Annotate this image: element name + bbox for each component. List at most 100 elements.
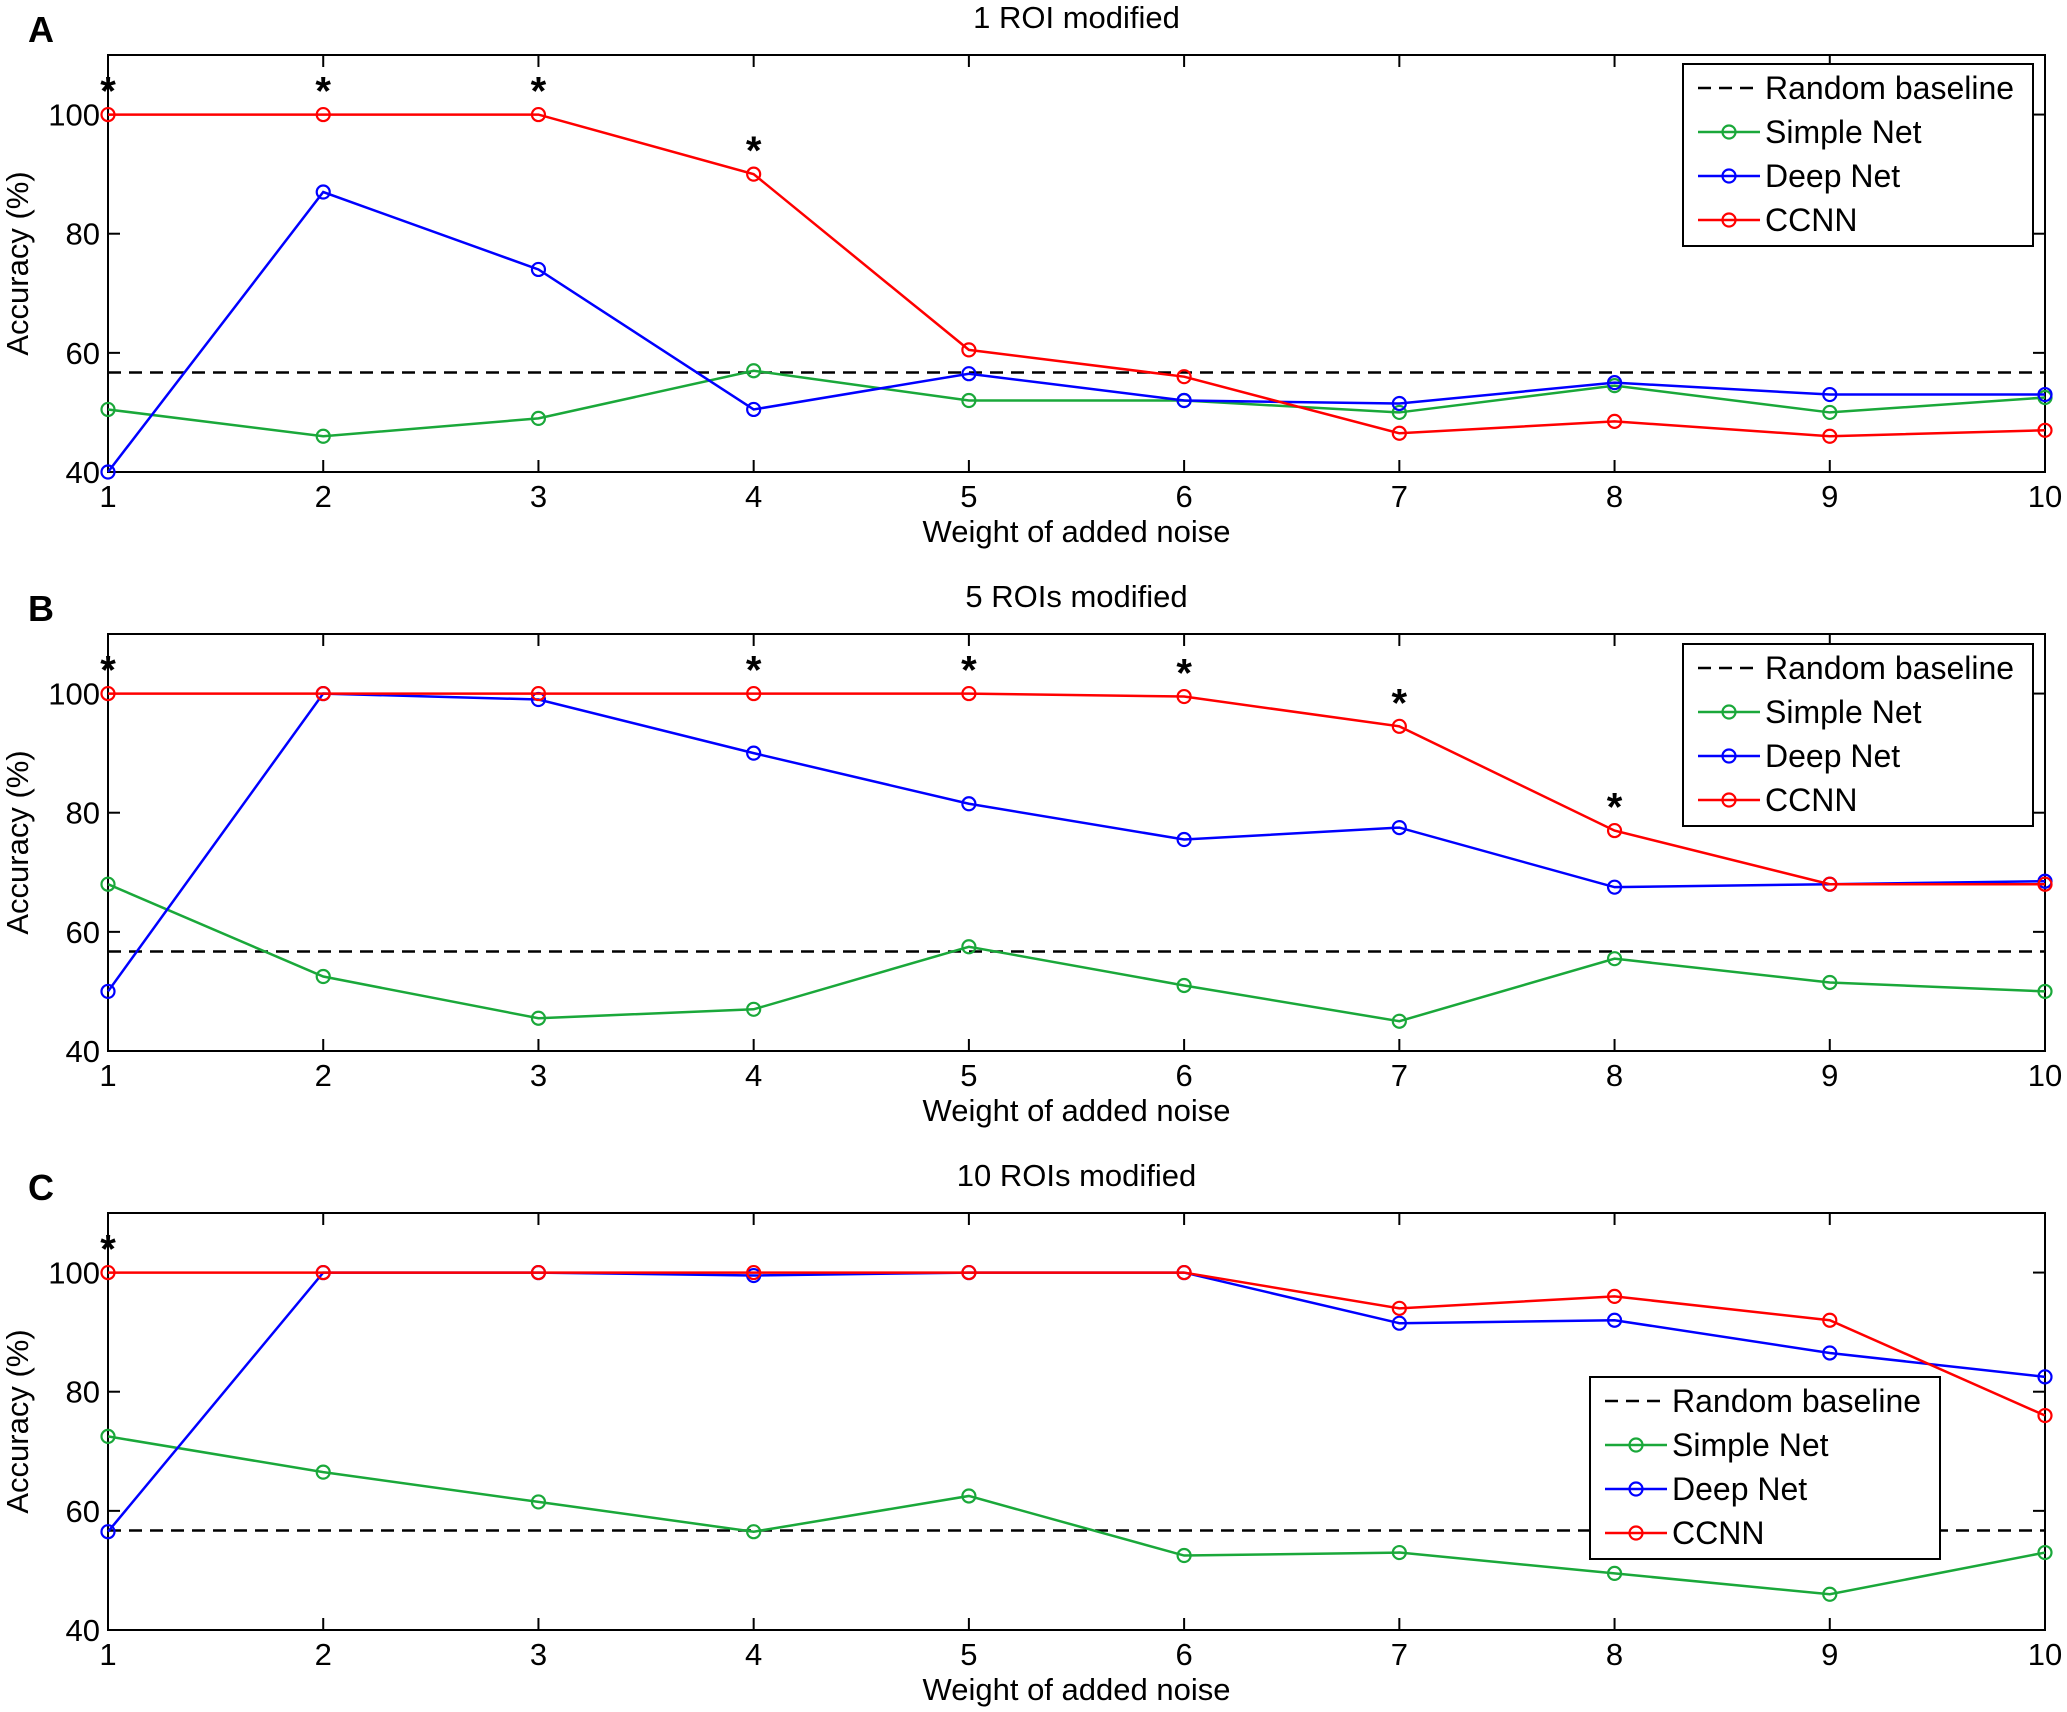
x-tick-label: 3 (530, 1058, 547, 1093)
deep-net-point (746, 401, 762, 418)
significance-star: * (746, 649, 762, 693)
deep-net-point (2037, 386, 2053, 403)
x-tick-label: 1 (99, 1637, 116, 1672)
simple-net-point (961, 939, 977, 955)
chart-title: 10 ROIs modified (957, 1158, 1197, 1193)
legend-marker-ccnn (1721, 792, 1737, 808)
deep-net-point (961, 796, 977, 812)
y-tick-label: 100 (48, 677, 100, 712)
deep-net-point (530, 261, 547, 278)
x-tick-label: 7 (1391, 479, 1408, 514)
ccnn-point (1606, 822, 1623, 839)
significance-star: * (315, 70, 331, 114)
y-tick-label: 40 (66, 1613, 100, 1648)
x-tick-label: 2 (315, 1637, 332, 1672)
y-tick-label: 80 (66, 796, 100, 831)
y-tick-label: 100 (48, 1256, 100, 1291)
legend-box (1589, 1376, 1941, 1560)
y-tick-label: 60 (66, 336, 100, 371)
ccnn-point (315, 106, 331, 123)
x-axis-label: Weight of added noise (923, 1672, 1231, 1707)
legend: Random baseline Simple Net Deep Net CCNN (1682, 63, 2034, 247)
ccnn-point (2037, 876, 2053, 892)
deep-net-line (106, 692, 2046, 993)
simple-net-point (1391, 1013, 1407, 1029)
x-tick-label: 5 (960, 1637, 977, 1672)
y-axis-label: Accuracy (%) (0, 1329, 35, 1513)
significance-star: * (961, 649, 977, 693)
x-tick-label: 4 (745, 1058, 762, 1093)
x-tick-label: 1 (99, 479, 116, 514)
deep-net-point (1391, 820, 1407, 836)
y-axis-label: Accuracy (%) (0, 750, 35, 934)
legend-label-ccnn: CCNN (1765, 202, 1857, 238)
x-tick-label: 1 (99, 1058, 116, 1093)
simple-net-point (961, 392, 977, 409)
deep-net-point (1176, 392, 1192, 409)
ccnn-line (108, 113, 2046, 438)
x-tick-label: 5 (960, 1058, 977, 1093)
simple-net-line (107, 883, 2046, 1023)
simple-net-point (1176, 977, 1192, 994)
ccnn-point (1606, 1288, 1623, 1305)
legend-marker-deep-net (1721, 168, 1737, 184)
ccnn-point (1176, 369, 1192, 385)
simple-net-point (1822, 1586, 1838, 1602)
deep-net-point (315, 184, 331, 200)
legend-label-random-baseline: Random baseline (1765, 70, 2014, 106)
x-tick-label: 2 (315, 479, 332, 514)
x-tick-label: 10 (2028, 479, 2062, 514)
legend-label-ccnn: CCNN (1672, 1515, 1764, 1551)
ccnn-point (1391, 425, 1407, 441)
deep-net-point (1606, 879, 1623, 895)
x-tick-label: 2 (315, 1058, 332, 1093)
legend-label-simple-net: Simple Net (1672, 1427, 1829, 1463)
x-tick-label: 9 (1821, 1637, 1838, 1672)
deep-net-point (961, 366, 977, 382)
ccnn-point (961, 685, 977, 702)
significance-star: * (746, 129, 762, 173)
ccnn-point (100, 1264, 116, 1281)
ccnn-point (961, 342, 977, 358)
simple-net-point (961, 1488, 977, 1504)
ccnn-point (100, 106, 116, 123)
simple-net-point (530, 1010, 547, 1026)
simple-net-line (107, 369, 2046, 438)
chart-title: 1 ROI modified (973, 0, 1180, 35)
legend-marker-simple-net (1628, 1437, 1644, 1453)
simple-net-point (100, 876, 116, 892)
legend-label-deep-net: Deep Net (1765, 738, 1900, 774)
legend-label-random-baseline: Random baseline (1672, 1383, 1921, 1419)
legend-marker-simple-net (1721, 124, 1737, 140)
x-tick-label: 8 (1606, 1058, 1623, 1093)
x-tick-label: 9 (1821, 479, 1838, 514)
legend-marker-ccnn (1628, 1525, 1644, 1541)
deep-net-point (1176, 831, 1192, 848)
ccnn-point (1391, 1300, 1407, 1316)
simple-net-point (1822, 404, 1838, 421)
x-tick-label: 6 (1175, 479, 1192, 514)
simple-net-point (530, 1494, 547, 1510)
simple-net-point (1606, 1565, 1623, 1582)
x-axis-label: Weight of added noise (923, 1093, 1231, 1128)
simple-net-point (1391, 1544, 1407, 1561)
ccnn-line (108, 1271, 2046, 1417)
ccnn-point (530, 106, 547, 123)
y-tick-label: 40 (66, 455, 100, 490)
panel-letter: A (28, 9, 54, 50)
deep-net-point (1391, 395, 1407, 412)
panel-letter: B (28, 588, 54, 629)
x-tick-label: 4 (745, 1637, 762, 1672)
deep-net-point (746, 745, 762, 761)
ccnn-point (1391, 718, 1407, 734)
chart-panel-b: B 5 ROIs modified 1 2 3 4 5 6 7 8 9 10 40 60 80 100 Weig… (0, 579, 2062, 1128)
legend: Random baseline Simple Net Deep Net CCNN (1589, 1376, 1941, 1560)
simple-net-point (746, 1001, 762, 1017)
chart-panel-c: C 10 ROIs modified 1 2 3 4 5 6 7 8 9 10 40 60 80 100 Wei… (0, 1158, 2062, 1707)
significance-star: * (531, 70, 547, 114)
deep-net-point (1606, 375, 1623, 391)
ccnn-point (2037, 422, 2053, 438)
significance-star: * (100, 649, 116, 693)
legend-label-random-baseline: Random baseline (1765, 650, 2014, 686)
ccnn-point (1176, 688, 1192, 705)
